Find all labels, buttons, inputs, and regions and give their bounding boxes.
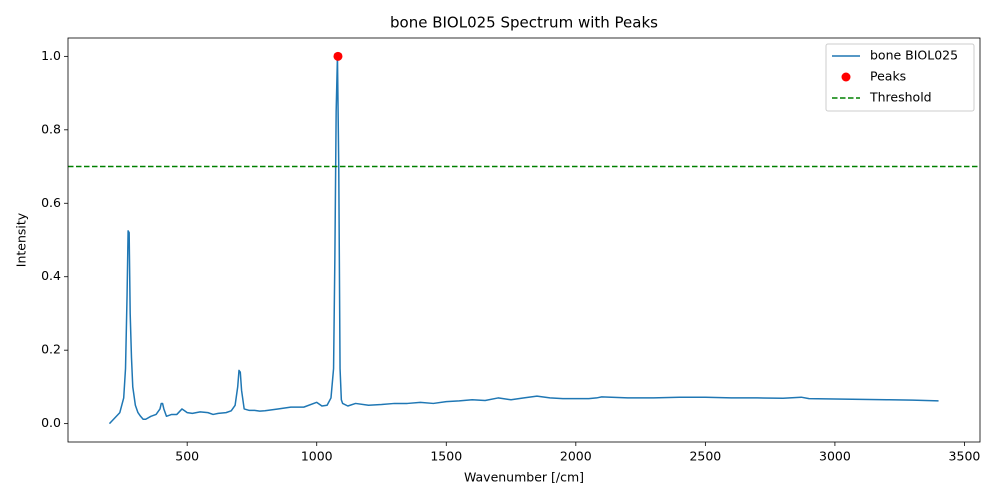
chart-title: bone BIOL025 Spectrum with Peaks — [390, 14, 658, 32]
y-tick-label: 0.6 — [41, 195, 61, 210]
x-tick-label: 1000 — [301, 449, 333, 464]
y-tick-label: 0.0 — [41, 415, 61, 430]
legend-marker — [841, 72, 851, 82]
x-axis-label: Wavenumber [/cm] — [464, 470, 584, 485]
plot-frame — [67, 37, 981, 443]
y-tick-label: 0.4 — [41, 268, 61, 283]
legend-box — [825, 43, 975, 112]
y-axis-label: Intensity — [14, 212, 29, 267]
x-tick-label: 2500 — [689, 449, 721, 464]
y-tick-label: 0.2 — [41, 342, 61, 357]
spectrum-line — [108, 55, 939, 425]
y-tick-label: 1.0 — [41, 48, 61, 63]
legend-label: bone BIOL025 — [870, 48, 958, 63]
x-tick-label: 3500 — [949, 449, 981, 464]
x-tick-label: 1500 — [430, 449, 462, 464]
x-tick-label: 2000 — [560, 449, 592, 464]
x-tick-label: 3000 — [819, 449, 851, 464]
x-tick-label: 500 — [175, 449, 199, 464]
legend-label: Peaks — [870, 69, 906, 84]
peak-point — [333, 51, 343, 61]
y-tick-label: 0.8 — [41, 121, 61, 136]
legend-label: Threshold — [869, 90, 932, 105]
